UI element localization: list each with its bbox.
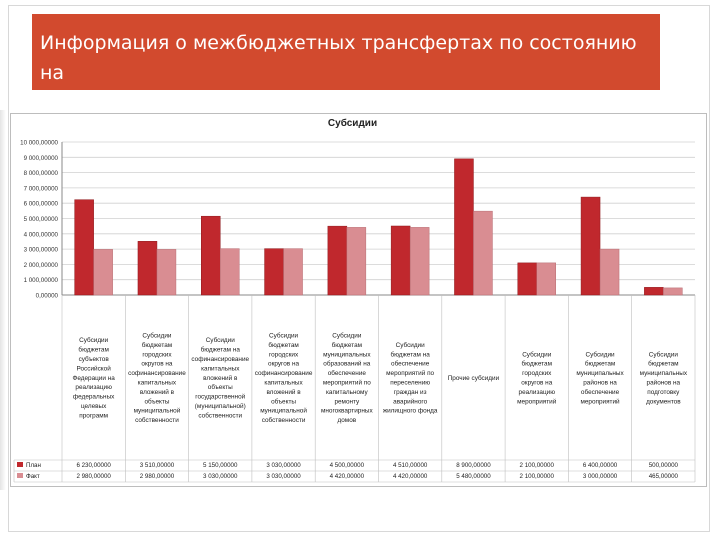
table-cell: 6 400,00000 [583,462,618,469]
table-cell: 2 980,00000 [140,473,175,480]
title-band [32,14,660,90]
legend-label-plan: План [26,462,41,469]
legend-label-fact: Факт [26,473,40,480]
category-label: Субсидии бюджетам муниципальных районов на о… [576,350,624,405]
y-tick-label: 7 000,00000 [24,185,59,192]
table-cell: 4 500,00000 [330,462,365,469]
y-tick-label: 9 000,00000 [24,155,59,162]
bar-fact [599,248,620,296]
category-label: Субсидии бюджетам городских округов на софин… [255,332,313,425]
y-tick-label: 0,00000 [36,293,59,300]
bar-plan [74,199,94,296]
bar-plan [517,262,538,296]
table-cell: 3 000,00000 [583,473,618,480]
slide-frame [8,5,710,532]
table-cell: 4 420,00000 [393,473,428,480]
bar-fact [346,227,367,296]
table-cell: 2 100,00000 [520,462,555,469]
category-label: Субсидии бюджетам муниципальных районов на п… [640,350,688,405]
table-cell: 4 510,00000 [393,462,428,469]
legend-swatch-fact [17,473,23,478]
table-cell: 2 100,00000 [520,473,555,480]
category-label: Субсидии бюджетам городских округов на реали… [517,350,557,405]
bar-plan [264,248,284,296]
bar-fact [473,210,493,296]
y-tick-label: 8 000,00000 [24,170,59,177]
y-tick-label: 3 000,00000 [24,247,59,254]
bar-fact [93,249,113,296]
table-cell: 3 030,00000 [266,462,301,469]
table-cell: 3 030,00000 [203,473,238,480]
slide-title-line1: Информация о межбюджетных трансфертах по… [40,32,637,84]
table-cell: 465,00000 [649,473,679,480]
bar-fact [283,248,303,296]
bar-plan [327,225,348,296]
bar-plan [580,196,601,296]
category-label: Субсидии бюджетам субъектов Российской Федер… [72,336,115,419]
y-tick-label: 4 000,00000 [24,231,59,238]
table-cell: 3 030,00000 [266,473,301,480]
bar-plan [390,225,411,296]
slide-title: Информация о межбюджетных трансфертах по… [40,28,650,118]
table-cell: 3 510,00000 [140,462,175,469]
y-tick-label: 5 000,00000 [24,216,59,223]
bar-fact [409,227,430,296]
chart-container [10,113,707,487]
table-cell: 6 230,00000 [76,462,111,469]
slide-side-shadow [0,110,6,490]
table-cell: 8 900,00000 [456,462,491,469]
category-label: Субсидии бюджетам муниципальных образований… [321,332,373,425]
table-cell: 5 150,00000 [203,462,238,469]
chart-title: Субсидии [327,118,378,129]
y-tick-label: 6 000,00000 [24,201,59,208]
bar-plan [201,215,221,296]
bar-fact [536,262,556,296]
bar-plan [454,158,474,296]
category-label: Субсидии бюджетам городских округов на софин… [128,332,186,425]
category-label: Субсидии бюджетам на софинансирование капит… [191,336,249,419]
bar-fact [156,249,177,296]
table-cell: 5 480,00000 [456,473,491,480]
bar-plan [137,241,158,296]
bar-fact [220,248,240,296]
bar-fact [663,287,683,296]
y-tick-label: 1 000,00000 [24,277,59,284]
table-cell: 500,00000 [649,462,679,469]
slide-title-date: 01.07.2017 [40,92,169,114]
bar-plan [644,287,664,296]
y-tick-label: 2 000,00000 [24,262,59,269]
table-cell: 4 420,00000 [330,473,365,480]
category-label: Субсидии бюджетам на обеспечение мероприяти… [383,341,438,415]
category-label: Прочие субсидии [448,374,500,382]
legend-swatch-plan [17,462,23,467]
table-cell: 2 980,00000 [76,473,111,480]
y-tick-label: 10 000,00000 [20,140,58,147]
